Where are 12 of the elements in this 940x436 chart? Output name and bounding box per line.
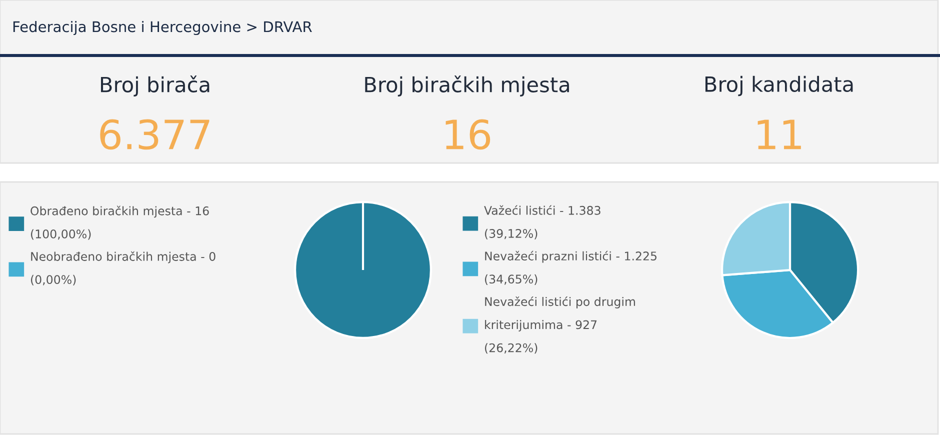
legend-label: Obrađeno biračkih mjesta - 16 (100,00%)	[30, 206, 209, 240]
legend-label: Neobrađeno biračkih mjesta - 0 (0,00%)	[30, 251, 216, 286]
legend-label: Nevažeći listići po drugim kriterijumima - 927 (26,22%)	[484, 296, 635, 354]
legend-label: Nevažeći prazni listići - 1.225 (34,65%)	[484, 250, 656, 285]
category-label: Broj biračkih mjesta	[365, 76, 569, 96]
category-label: Broj kandidata	[705, 76, 853, 96]
category-label: Broj birača	[100, 76, 210, 96]
text: Federacija Bosne i Hercegovine > DRVAR	[13, 20, 312, 36]
text: 11	[758, 120, 801, 150]
text: 6.377	[100, 119, 210, 150]
legend-label: Važeći listići - 1.383 (39,12%)	[484, 205, 600, 240]
text: 16	[446, 119, 490, 150]
